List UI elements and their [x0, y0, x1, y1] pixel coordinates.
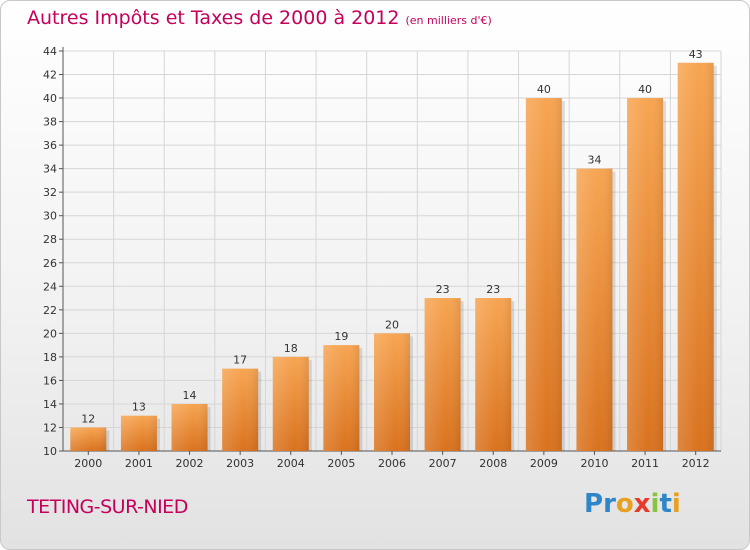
y-tick-label: 40: [43, 92, 57, 105]
y-tick-label: 10: [43, 445, 57, 458]
value-label-2006: 20: [385, 318, 399, 331]
x-tick-label-2003: 2003: [226, 457, 254, 470]
y-tick-label: 14: [43, 398, 57, 411]
proxiti-logo[interactable]: Proxiti: [584, 489, 681, 519]
value-label-2011: 40: [638, 83, 652, 96]
bar-layer: [70, 62, 717, 451]
y-tick-label: 18: [43, 351, 57, 364]
value-label-2008: 23: [486, 283, 500, 296]
value-label-2004: 18: [284, 342, 298, 355]
x-tick-label-2007: 2007: [429, 457, 457, 470]
x-tick-label-2008: 2008: [479, 457, 507, 470]
value-label-2012: 43: [689, 48, 703, 61]
y-tick-label: 16: [43, 374, 57, 387]
x-tick-label-2005: 2005: [327, 457, 355, 470]
label-layer: 12 2000 13 2001 14 2002 17 2003 18 2004 19 2005 20 20…: [74, 48, 709, 470]
value-label-2010: 34: [587, 154, 601, 167]
bar-highlight: [272, 356, 309, 451]
y-tick-label: 30: [43, 210, 57, 223]
y-tick-label: 20: [43, 327, 57, 340]
bar-highlight: [627, 98, 664, 451]
logo-letter: x: [633, 489, 651, 519]
x-tick-label-2009: 2009: [530, 457, 558, 470]
y-tick-label: 32: [43, 186, 57, 199]
y-tick-label: 22: [43, 304, 57, 317]
commune-name: TETING-SUR-NIED: [27, 496, 188, 518]
x-tick-label-2004: 2004: [277, 457, 305, 470]
y-tick-label: 26: [43, 257, 57, 270]
x-tick-label-2011: 2011: [631, 457, 659, 470]
logo-letter: r: [603, 489, 616, 519]
bar-highlight: [525, 98, 562, 451]
bar-highlight: [323, 345, 360, 451]
bar-highlight: [475, 298, 512, 451]
chart-title-text: Autres Impôts et Taxes de 2000 à 2012: [27, 7, 400, 29]
value-label-2007: 23: [436, 283, 450, 296]
chart-unit: (en milliers d'€): [405, 14, 492, 27]
y-tick-label: 42: [43, 69, 57, 82]
chart-title: Autres Impôts et Taxes de 2000 à 2012 (en…: [27, 7, 492, 29]
x-tick-label-2000: 2000: [74, 457, 102, 470]
x-tick-label-2001: 2001: [125, 457, 153, 470]
y-tick-label: 24: [43, 280, 57, 293]
y-tick-label: 28: [43, 233, 57, 246]
y-tick-label: 44: [43, 45, 57, 58]
bar-highlight: [120, 415, 157, 451]
value-label-2003: 17: [233, 354, 247, 367]
x-tick-label-2006: 2006: [378, 457, 406, 470]
bar-highlight: [374, 333, 410, 451]
logo-letter: o: [615, 489, 634, 519]
bar-highlight: [576, 168, 613, 451]
logo-letter: P: [584, 489, 604, 519]
logo-letter: t: [659, 489, 672, 519]
bar-highlight: [424, 298, 461, 451]
value-label-2000: 12: [81, 412, 95, 425]
x-tick-label-2010: 2010: [580, 457, 608, 470]
logo-letter: i: [650, 489, 660, 519]
x-tick-label-2012: 2012: [682, 457, 710, 470]
y-tick-label: 38: [43, 116, 57, 129]
value-label-2009: 40: [537, 83, 551, 96]
value-label-2001: 13: [132, 401, 146, 414]
bar-highlight: [677, 62, 714, 451]
bar-highlight: [171, 403, 208, 451]
bar-highlight: [222, 368, 259, 451]
value-label-2002: 14: [183, 389, 197, 402]
y-tick-label: 36: [43, 139, 57, 152]
logo-letter: i: [671, 489, 681, 519]
y-tick-label: 12: [43, 421, 57, 434]
bar-highlight: [70, 427, 107, 451]
x-tick-label-2002: 2002: [176, 457, 204, 470]
y-tick-label: 34: [43, 163, 57, 176]
value-label-2005: 19: [334, 330, 348, 343]
